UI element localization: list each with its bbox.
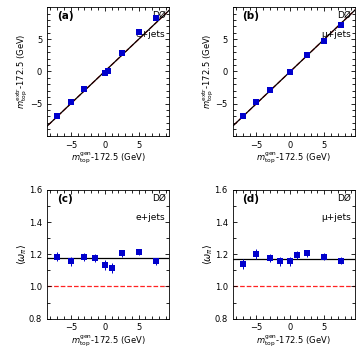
X-axis label: $m^{\rm gen}_{\rm top}$-172.5 (GeV): $m^{\rm gen}_{\rm top}$-172.5 (GeV) (256, 334, 331, 349)
Text: e+jets: e+jets (136, 213, 165, 222)
X-axis label: $m^{\rm gen}_{\rm top}$-172.5 (GeV): $m^{\rm gen}_{\rm top}$-172.5 (GeV) (71, 151, 146, 166)
Text: e+jets: e+jets (136, 30, 165, 39)
Text: DØ: DØ (337, 194, 351, 203)
Text: DØ: DØ (152, 11, 165, 20)
Text: μ+jets: μ+jets (321, 30, 351, 39)
Y-axis label: $m^{\rm extr}_{\rm top}$-172.5 (GeV): $m^{\rm extr}_{\rm top}$-172.5 (GeV) (200, 34, 215, 109)
Text: μ+jets: μ+jets (321, 213, 351, 222)
Text: DØ: DØ (152, 194, 165, 203)
Text: (a): (a) (57, 11, 73, 21)
Y-axis label: $m^{\rm extr}_{\rm top}$-172.5 (GeV): $m^{\rm extr}_{\rm top}$-172.5 (GeV) (14, 34, 30, 109)
Text: (c): (c) (57, 194, 72, 204)
Y-axis label: $\langle\omega_{\pi}\rangle$: $\langle\omega_{\pi}\rangle$ (201, 244, 215, 265)
X-axis label: $m^{\rm gen}_{\rm top}$-172.5 (GeV): $m^{\rm gen}_{\rm top}$-172.5 (GeV) (256, 151, 331, 166)
Text: DØ: DØ (337, 11, 351, 20)
X-axis label: $m^{\rm gen}_{\rm top}$-172.5 (GeV): $m^{\rm gen}_{\rm top}$-172.5 (GeV) (71, 334, 146, 349)
Text: (d): (d) (243, 194, 260, 204)
Y-axis label: $\langle\omega_{\pi}\rangle$: $\langle\omega_{\pi}\rangle$ (15, 244, 29, 265)
Text: (b): (b) (243, 11, 260, 21)
